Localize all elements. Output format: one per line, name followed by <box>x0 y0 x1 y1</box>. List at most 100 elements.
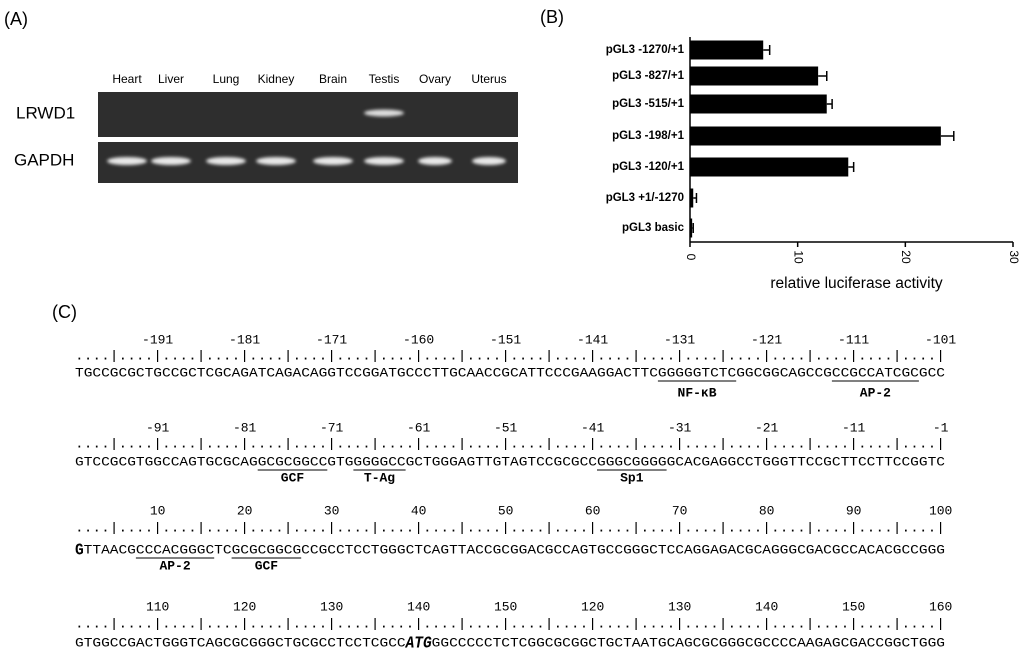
ruler: ....|....|....|....|....|....|....|....|… <box>75 616 945 631</box>
error-bar <box>693 193 698 203</box>
x-tick-label: 0 <box>684 254 698 261</box>
position-number: 10 <box>150 503 166 518</box>
gel-band <box>472 157 506 165</box>
position-number: -51 <box>494 420 518 435</box>
site-label: GCF <box>281 470 305 485</box>
gene-label: LRWD1 <box>16 103 75 122</box>
panel-label: (C) <box>52 302 77 322</box>
position-number: -111 <box>838 332 869 347</box>
position-number: -151 <box>490 332 521 347</box>
bar <box>690 126 941 146</box>
site-label: GCF <box>255 558 279 573</box>
position-number: 140 <box>755 599 778 614</box>
error-bar <box>692 223 694 233</box>
bar <box>690 94 827 114</box>
gel-band <box>206 157 246 165</box>
site-label: NF-κB <box>678 385 717 400</box>
category-label: pGL3 -120/+1 <box>612 161 685 173</box>
position-number: 30 <box>324 503 340 518</box>
position-number: -11 <box>842 420 866 435</box>
lane-label: Kidney <box>258 72 295 86</box>
position-number: -101 <box>925 332 956 347</box>
gel-band <box>107 157 147 165</box>
position-number: -91 <box>146 420 170 435</box>
position-number: 130 <box>320 599 343 614</box>
lane-label: Heart <box>112 72 142 86</box>
sequence: TTAACGCCCACGGGCTCGCGCGGCGCCGCCTCCTGGGCTC… <box>84 542 945 557</box>
site-label: AP-2 <box>159 558 190 573</box>
gel <box>98 92 518 137</box>
lane-label: Ovary <box>419 72 451 86</box>
position-number: -71 <box>320 420 344 435</box>
position-number: -121 <box>751 332 782 347</box>
gene-label: GAPDH <box>14 150 74 169</box>
site-label: T-Ag <box>364 470 395 485</box>
ruler: ....|....|....|....|....|....|....|....|… <box>75 348 945 363</box>
position-number: 140 <box>407 599 430 614</box>
position-number: 40 <box>411 503 427 518</box>
lane-label: Liver <box>158 72 184 86</box>
position-number: -131 <box>664 332 695 347</box>
gel-band <box>364 157 404 165</box>
sequence: GGCCCCCTCTCGGCGCGGCTGCTAATGCAGCGCGGGCGCC… <box>432 635 945 650</box>
gel-band <box>151 157 191 165</box>
gel-band <box>256 157 296 165</box>
category-label: pGL3 -515/+1 <box>612 98 685 110</box>
position-number: -181 <box>229 332 260 347</box>
gel-band <box>364 109 404 117</box>
ruler: ....|....|....|....|....|....|....|....|… <box>75 436 945 451</box>
lane-label: Uterus <box>471 72 506 86</box>
position-number: 130 <box>668 599 691 614</box>
bar <box>690 218 693 238</box>
x-tick-label: 20 <box>899 250 913 264</box>
error-bar <box>763 45 771 55</box>
position-number: 110 <box>146 599 169 614</box>
site-label: AP-2 <box>860 385 891 400</box>
bar <box>690 66 819 86</box>
category-label: pGL3 -827/+1 <box>612 70 685 82</box>
position-number: -41 <box>581 420 605 435</box>
position-number: 70 <box>672 503 688 518</box>
position-number: -171 <box>316 332 347 347</box>
error-bar <box>848 162 855 172</box>
position-number: 100 <box>929 503 952 518</box>
position-number: -81 <box>233 420 257 435</box>
gel-band <box>418 157 452 165</box>
highlighted-base: ATG <box>405 634 432 653</box>
gel-band <box>313 157 353 165</box>
position-number: 50 <box>498 503 514 518</box>
error-bar <box>940 131 955 141</box>
bar <box>690 157 849 177</box>
site-label: Sp1 <box>620 470 644 485</box>
position-number: 120 <box>233 599 256 614</box>
panel-label: (A) <box>4 9 28 29</box>
position-number: 80 <box>759 503 775 518</box>
position-number: 160 <box>929 599 952 614</box>
lane-label: Testis <box>369 72 400 86</box>
lane-label: Lung <box>213 72 240 86</box>
category-label: pGL3 basic <box>622 222 685 234</box>
bar <box>690 40 764 60</box>
position-number: 150 <box>494 599 517 614</box>
category-label: pGL3 -1270/+1 <box>606 44 685 56</box>
x-tick-label: 30 <box>1007 250 1021 264</box>
error-bar <box>826 99 833 109</box>
position-number: -31 <box>668 420 692 435</box>
ruler: ....|....|....|....|....|....|....|....|… <box>75 520 945 535</box>
position-number: 150 <box>842 599 865 614</box>
lane-label: Brain <box>319 72 347 86</box>
position-number: 60 <box>585 503 601 518</box>
position-number: -61 <box>407 420 431 435</box>
category-label: pGL3 -198/+1 <box>612 130 685 142</box>
x-axis-label: relative luciferase activity <box>770 275 943 292</box>
position-number: -21 <box>755 420 779 435</box>
sequence: GTGGCCGACTGGGTCAGCGCGGGCTGCGCCTCCTCGCC <box>75 635 406 650</box>
sequence: TGCCGCGCTGCCGCTCGCAGATCAGACAGGTCCGGATGCC… <box>75 365 945 380</box>
sequence: GTCCGCGTGGCCAGTGCGCAGGCGCGGCCGTGGGGGCCGC… <box>75 454 945 469</box>
position-number: -1 <box>933 420 949 435</box>
position-number: -160 <box>403 332 434 347</box>
position-number: 20 <box>237 503 253 518</box>
error-bar <box>818 71 828 81</box>
position-number: 120 <box>581 599 604 614</box>
